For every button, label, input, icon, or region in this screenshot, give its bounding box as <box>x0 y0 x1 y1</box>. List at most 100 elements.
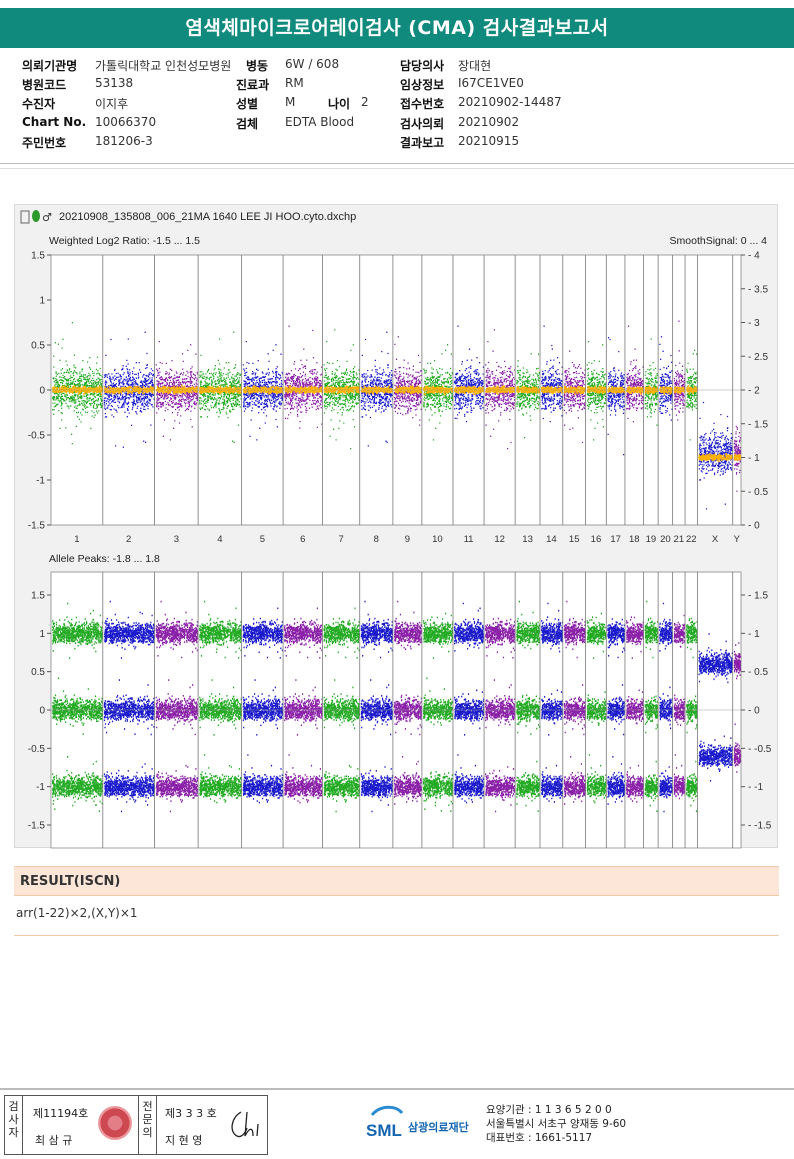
chromosome-label: 8 <box>374 534 379 545</box>
y2-tick-label: - 0 <box>748 521 760 532</box>
tester-name: 최 삼 규 <box>35 1134 73 1147</box>
smooth-signal <box>393 385 423 395</box>
result-heading: RESULT(ISCN) <box>14 866 779 896</box>
info-value: 가톨릭대학교 인천성모병원 <box>95 59 232 73</box>
y-tick-label: -0.5 <box>28 744 46 755</box>
allele-peak-points <box>422 771 454 812</box>
chromosome-20 <box>659 602 673 813</box>
info-value: 53138 <box>95 76 134 90</box>
allele-peak-points <box>393 694 423 736</box>
info-value: 장대현 <box>458 59 492 73</box>
chromosome-label: Y <box>734 534 741 545</box>
chromosome-label: 17 <box>610 534 621 545</box>
signature-box: 검사자 제11194호 최 삼 규 전문의 제3 3 3 호 지 현 영 <box>4 1095 268 1155</box>
y2-tick-label: - 3.5 <box>748 284 768 295</box>
y-tick-label: 1 <box>39 296 45 307</box>
chromosome-label: 2 <box>126 534 131 545</box>
chromosome-label: 16 <box>591 534 602 545</box>
allele-peak-points <box>52 756 103 812</box>
chromosome-1 <box>52 321 104 445</box>
chromosome-22 <box>686 349 698 441</box>
info-label: 결과보고 <box>400 136 445 150</box>
chromosome-4 <box>199 331 242 443</box>
allele-peak-points <box>644 760 659 812</box>
y-tick-label: -1 <box>36 782 45 793</box>
allele-peak-points <box>155 764 199 813</box>
allele-peak-points <box>607 756 626 805</box>
smooth-signal <box>698 453 734 463</box>
institution-street: 서울특별시 서초구 양재동 9-60 <box>486 1118 627 1130</box>
allele-peak-points <box>423 677 454 726</box>
allele-peak-points <box>586 612 607 659</box>
allele-peak-points <box>516 694 541 735</box>
y2-tick-label: - -1 <box>748 782 763 793</box>
smooth-signal <box>516 385 541 394</box>
chromosome-label: 12 <box>494 534 505 545</box>
y2-tick-label: - 2.5 <box>748 352 768 363</box>
allele-peak-points <box>454 689 485 736</box>
allele-peak-points <box>626 764 644 803</box>
chromosome-Y <box>733 425 742 492</box>
y-tick-label: 1.5 <box>31 251 45 262</box>
chromosome-label: 22 <box>686 534 697 545</box>
smooth-signal <box>673 386 686 394</box>
allele-peak-points <box>673 614 686 648</box>
chromosome-label: 18 <box>629 534 640 545</box>
info-label: 성별 <box>236 97 259 111</box>
divider <box>0 168 794 169</box>
y-tick-label: 0 <box>39 706 45 717</box>
chromosome-label: 10 <box>432 534 443 545</box>
chromosome-10 <box>422 344 454 441</box>
chromosome-label: 11 <box>464 534 474 545</box>
chromosome-label: 14 <box>546 534 557 545</box>
y-tick-label: 1 <box>39 629 45 640</box>
y-tick-label: -0.5 <box>28 431 46 442</box>
signature-icon <box>231 1111 259 1138</box>
y2-tick-label: - 0 <box>748 706 760 717</box>
allele-peak-points <box>541 764 563 803</box>
chromosome-7 <box>323 607 360 813</box>
allele-peak-points <box>360 679 393 736</box>
allele-peak-points <box>673 694 686 726</box>
chromosome-label: 21 <box>674 534 685 545</box>
allele-peak-points <box>698 735 733 782</box>
info-value: 181206-3 <box>95 134 153 148</box>
male-icon: ♂ <box>42 211 52 224</box>
y2-tick-label: - 1 <box>748 629 760 640</box>
y-tick-label: 0.5 <box>31 341 45 352</box>
cma-plot: ♂ 20210908_135808_006_21MA 1640 LEE JI H… <box>14 204 778 849</box>
chromosome-Y <box>733 642 742 773</box>
chromosome-3 <box>155 600 199 813</box>
chromosome-11 <box>454 602 485 804</box>
allele-peak-points <box>52 677 103 735</box>
allele-peak-points <box>104 600 155 659</box>
info-value: 6W / 608 <box>285 57 340 71</box>
allele-peak-points <box>686 617 698 659</box>
allele-peak-points <box>733 642 742 680</box>
info-label: 병동 <box>246 59 269 73</box>
allele-peak-points <box>52 602 103 659</box>
chromosome-13 <box>516 600 541 812</box>
allele-peak-points <box>607 684 625 736</box>
chromosome-X <box>698 401 734 510</box>
allele-peak-points <box>541 689 563 736</box>
divider <box>14 935 779 936</box>
y2-tick-label: - 0.5 <box>748 487 768 498</box>
info-value: RM <box>285 76 304 90</box>
institution-address: 요양기관 : 1 1 3 6 5 2 0 0 서울특별시 서초구 양재동 9-6… <box>486 1103 626 1145</box>
divider <box>0 163 794 164</box>
allele-peak-points <box>586 754 607 804</box>
info-label: 담당의사 <box>400 59 445 73</box>
allele-peak-points <box>284 754 323 804</box>
chromosome-12 <box>485 329 516 450</box>
chromosome-label: 13 <box>522 534 533 545</box>
allele-peak-points <box>516 600 541 650</box>
chromosome-3 <box>155 340 199 441</box>
info-label: 진료과 <box>236 78 270 92</box>
allele-peak-points <box>199 600 242 659</box>
chromosome-14 <box>541 325 564 423</box>
chromosome-label: 4 <box>217 534 222 545</box>
smooth-signal <box>733 453 742 461</box>
allele-peak-points <box>454 754 485 804</box>
chromosome-11 <box>454 325 485 423</box>
